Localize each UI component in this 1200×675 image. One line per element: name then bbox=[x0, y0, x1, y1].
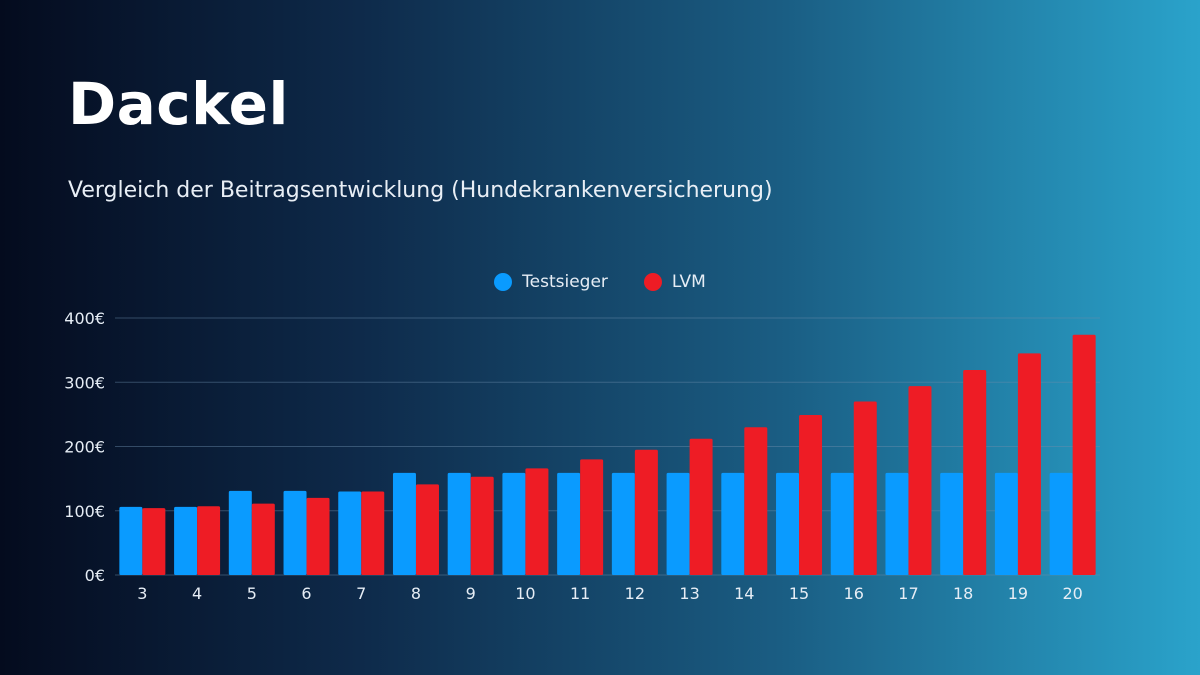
legend-swatch-lvm bbox=[643, 273, 662, 291]
bar-lvm bbox=[415, 484, 439, 575]
legend-swatch-testsieger bbox=[494, 273, 513, 291]
bar-testsieger bbox=[885, 472, 909, 575]
bar-lvm bbox=[963, 370, 987, 575]
x-tick-label: 16 bbox=[844, 584, 864, 603]
y-tick-label: 400€ bbox=[64, 309, 105, 328]
bar-lvm bbox=[580, 459, 604, 575]
bar-lvm bbox=[306, 497, 330, 575]
bar-testsieger bbox=[994, 472, 1018, 575]
x-tick-label: 13 bbox=[679, 584, 699, 603]
y-tick-label: 300€ bbox=[64, 373, 105, 392]
bar-lvm bbox=[361, 491, 385, 575]
bar-lvm bbox=[908, 386, 932, 575]
page-title: Dackel bbox=[68, 70, 289, 138]
bar-lvm bbox=[689, 438, 713, 575]
x-tick-label: 11 bbox=[570, 584, 590, 603]
bar-testsieger bbox=[228, 490, 252, 575]
bar-testsieger bbox=[447, 472, 471, 575]
x-tick-label: 4 bbox=[192, 584, 202, 603]
bar-lvm bbox=[799, 415, 823, 575]
x-tick-label: 10 bbox=[515, 584, 535, 603]
bar-lvm bbox=[744, 427, 768, 575]
bar-lvm bbox=[142, 508, 166, 575]
x-tick-label: 18 bbox=[953, 584, 973, 603]
x-tick-label: 19 bbox=[1008, 584, 1028, 603]
bar-testsieger bbox=[721, 472, 745, 575]
legend-label-lvm: LVM bbox=[671, 272, 706, 292]
legend-item-testsieger: Testsieger bbox=[494, 272, 608, 292]
x-tick-label: 20 bbox=[1062, 584, 1082, 603]
x-tick-label: 14 bbox=[734, 584, 754, 603]
bar-lvm bbox=[1072, 334, 1096, 575]
bar-lvm bbox=[634, 449, 658, 575]
bar-lvm bbox=[1017, 353, 1041, 575]
bar-lvm bbox=[853, 401, 877, 575]
bar-testsieger bbox=[338, 491, 362, 575]
bar-testsieger bbox=[666, 472, 690, 575]
chart-subtitle: Vergleich der Beitragsentwicklung (Hunde… bbox=[68, 178, 773, 203]
legend-item-lvm: LVM bbox=[643, 272, 706, 292]
bar-lvm bbox=[470, 476, 494, 575]
y-tick-label: 200€ bbox=[64, 438, 105, 457]
x-tick-label: 8 bbox=[411, 584, 421, 603]
y-tick-label: 100€ bbox=[64, 502, 105, 521]
legend-label-testsieger: Testsieger bbox=[522, 272, 608, 292]
bar-testsieger bbox=[502, 472, 526, 575]
x-tick-label: 17 bbox=[898, 584, 918, 603]
x-tick-label: 9 bbox=[466, 584, 476, 603]
bar-lvm bbox=[525, 468, 549, 575]
y-tick-label: 0€ bbox=[85, 566, 105, 585]
bar-testsieger bbox=[940, 472, 964, 575]
x-tick-label: 7 bbox=[356, 584, 366, 603]
chart-legend: Testsieger LVM bbox=[0, 272, 1200, 292]
x-tick-label: 12 bbox=[625, 584, 645, 603]
x-tick-label: 6 bbox=[301, 584, 311, 603]
bar-lvm bbox=[197, 506, 221, 575]
bar-testsieger bbox=[830, 472, 854, 575]
x-tick-label: 15 bbox=[789, 584, 809, 603]
bar-testsieger bbox=[174, 506, 198, 575]
bar-testsieger bbox=[283, 490, 307, 575]
bar-testsieger bbox=[119, 506, 143, 575]
bar-testsieger bbox=[557, 472, 581, 575]
bar-testsieger bbox=[392, 472, 416, 575]
bar-testsieger bbox=[776, 472, 800, 575]
bar-testsieger bbox=[611, 472, 635, 575]
x-tick-label: 5 bbox=[247, 584, 257, 603]
x-tick-label: 3 bbox=[137, 584, 147, 603]
bar-lvm bbox=[251, 503, 275, 575]
bar-testsieger bbox=[1049, 472, 1073, 575]
